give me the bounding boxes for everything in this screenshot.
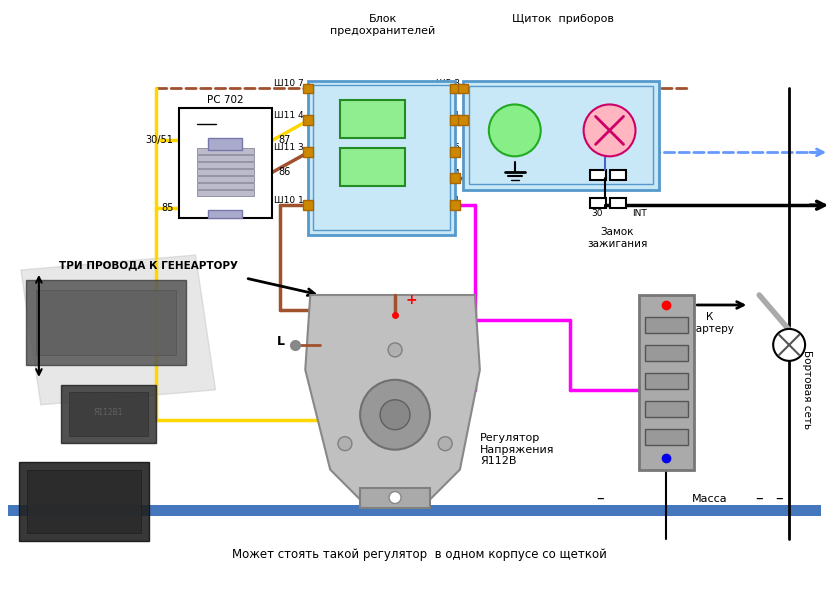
Bar	[360, 488, 430, 507]
Text: V: V	[509, 121, 521, 139]
Circle shape	[583, 104, 635, 156]
Bar	[450, 84, 460, 94]
Bar	[645, 429, 688, 445]
Bar	[308, 81, 455, 235]
Text: 10: 10	[364, 161, 380, 174]
Bar	[197, 155, 255, 161]
Text: Ш2 1: Ш2 1	[436, 196, 460, 205]
Bar	[26, 280, 185, 365]
Bar	[36, 290, 176, 355]
Bar	[197, 162, 255, 168]
Bar	[463, 81, 660, 190]
Bar	[645, 373, 688, 389]
Circle shape	[489, 104, 541, 156]
Bar	[458, 84, 468, 94]
Polygon shape	[305, 295, 480, 500]
Text: Ш1 4: Ш1 4	[436, 169, 460, 178]
Bar	[209, 139, 242, 150]
Text: L: L	[277, 336, 285, 349]
Text: К системе зажигания: К системе зажигания	[530, 141, 641, 152]
Polygon shape	[21, 255, 215, 405]
Text: 86: 86	[278, 167, 291, 177]
Text: Ш10 7: Ш10 7	[273, 79, 303, 88]
Text: К
стартеру: К стартеру	[685, 312, 734, 334]
Text: Может стоять такой регулятор  в одном корпусе со щеткой: Может стоять такой регулятор в одном кор…	[231, 548, 607, 561]
Bar	[197, 190, 255, 196]
Bar	[197, 148, 255, 155]
Circle shape	[438, 436, 453, 451]
Text: Щиток  приборов: Щиток приборов	[512, 14, 613, 24]
Circle shape	[380, 400, 410, 430]
Bar	[209, 210, 242, 218]
Bar	[303, 84, 313, 94]
Bar	[645, 317, 688, 333]
Text: INT: INT	[632, 209, 647, 218]
Bar	[639, 295, 695, 470]
Bar	[609, 198, 625, 208]
Bar	[197, 176, 255, 182]
Circle shape	[773, 329, 805, 361]
Bar	[590, 198, 606, 208]
Text: ТРИ ПРОВОДА К ГЕНЕАРТОРУ: ТРИ ПРОВОДА К ГЕНЕАРТОРУ	[59, 260, 238, 270]
Bar	[469, 87, 654, 184]
Bar	[313, 85, 450, 230]
Bar	[590, 170, 606, 180]
Bar	[340, 100, 405, 139]
Text: Ш11 4: Ш11 4	[274, 111, 303, 120]
Text: 15\1: 15\1	[609, 161, 629, 170]
Bar	[197, 183, 255, 189]
Text: 87: 87	[278, 136, 291, 145]
Text: 30/51: 30/51	[146, 136, 173, 145]
Text: Я112В1: Я112В1	[93, 408, 122, 417]
Bar	[340, 148, 405, 186]
Text: Замок: Замок	[601, 227, 634, 237]
Text: Блок: Блок	[369, 14, 397, 24]
Text: Масса: Масса	[691, 494, 727, 503]
Bar	[609, 170, 625, 180]
Bar	[645, 401, 688, 417]
Bar	[303, 115, 313, 125]
Bar	[27, 470, 141, 534]
Bar	[450, 147, 460, 158]
Text: зажигания: зажигания	[587, 239, 648, 249]
Bar	[19, 461, 148, 541]
Bar	[303, 200, 313, 210]
Bar	[61, 385, 156, 442]
Text: предохранителей: предохранителей	[330, 26, 436, 36]
Text: Регулятор
Напряжения
Я112В: Регулятор Напряжения Я112В	[480, 433, 555, 466]
Text: Ш1 5: Ш1 5	[436, 143, 460, 152]
Text: Ш5 3: Ш5 3	[436, 79, 460, 88]
Text: 30\1: 30\1	[587, 161, 607, 170]
Text: –: –	[775, 491, 783, 506]
Text: –: –	[755, 491, 763, 506]
Text: –: –	[596, 491, 603, 506]
Text: Бортовая сеть: Бортовая сеть	[802, 350, 812, 429]
Circle shape	[389, 491, 401, 503]
Bar	[645, 345, 688, 361]
Circle shape	[338, 436, 352, 451]
Bar	[197, 170, 255, 176]
Text: Ш11 3: Ш11 3	[273, 143, 303, 152]
Circle shape	[360, 380, 430, 450]
Circle shape	[388, 343, 402, 357]
Bar	[458, 115, 468, 125]
Bar	[178, 109, 272, 218]
Bar	[69, 392, 147, 436]
Text: Ш4 1: Ш4 1	[436, 111, 460, 120]
Bar	[450, 173, 460, 183]
Text: 85: 85	[161, 203, 173, 213]
Bar	[450, 200, 460, 210]
Text: РС 702: РС 702	[207, 96, 244, 106]
Text: +: +	[655, 298, 667, 312]
Text: 30: 30	[591, 209, 603, 218]
Text: –: –	[663, 453, 670, 467]
Bar	[450, 115, 460, 125]
Text: 9: 9	[368, 113, 376, 126]
Bar	[303, 147, 313, 158]
Bar	[8, 504, 821, 516]
Text: +: +	[405, 293, 416, 307]
Text: Ш10 1: Ш10 1	[273, 196, 303, 205]
